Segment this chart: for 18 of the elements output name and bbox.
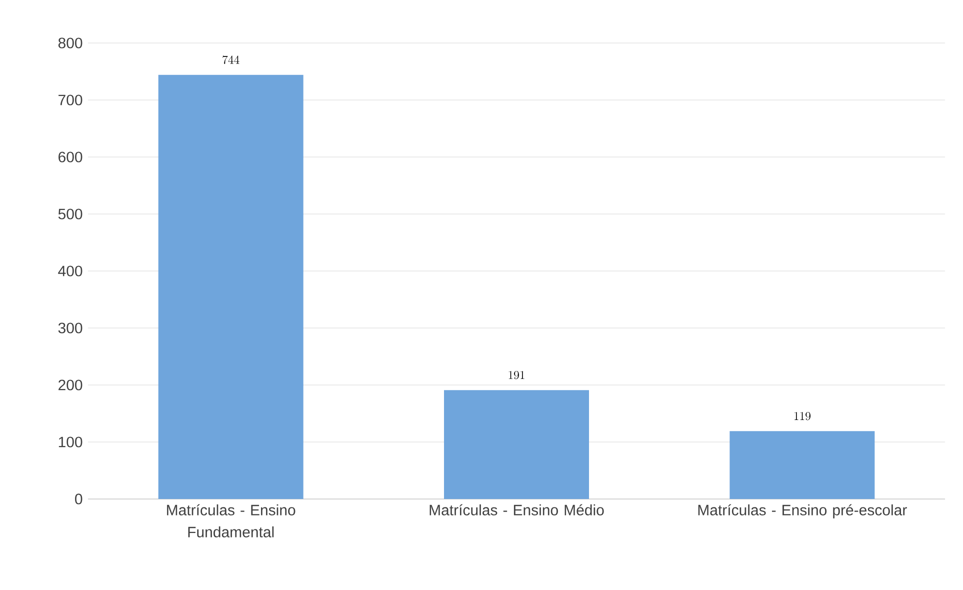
y-tick-label: 200 [58,380,82,390]
x-tick-label: Matrículas - Ensino pré-escolar [698,504,907,518]
bar [158,74,304,499]
y-tick-label: 400 [58,266,82,276]
y-tick-label: 600 [58,152,82,162]
data-label: 744 [222,56,240,64]
bar [730,431,875,499]
x-tick-label: Matrículas - Ensino Médio [430,504,604,516]
y-tick-label: 500 [58,208,82,220]
y-tick-label: 800 [58,38,82,48]
y-tick-label: 700 [58,94,82,106]
data-label: 119 [794,412,810,420]
data-label: 191 [508,370,524,380]
bar [444,390,590,499]
y-tick-label: 300 [58,322,82,334]
y-tick-label: 100 [58,436,82,448]
x-tick-label: Matrículas - Ensino Fundamental [167,504,296,538]
y-tick-label: 0 [75,494,82,504]
